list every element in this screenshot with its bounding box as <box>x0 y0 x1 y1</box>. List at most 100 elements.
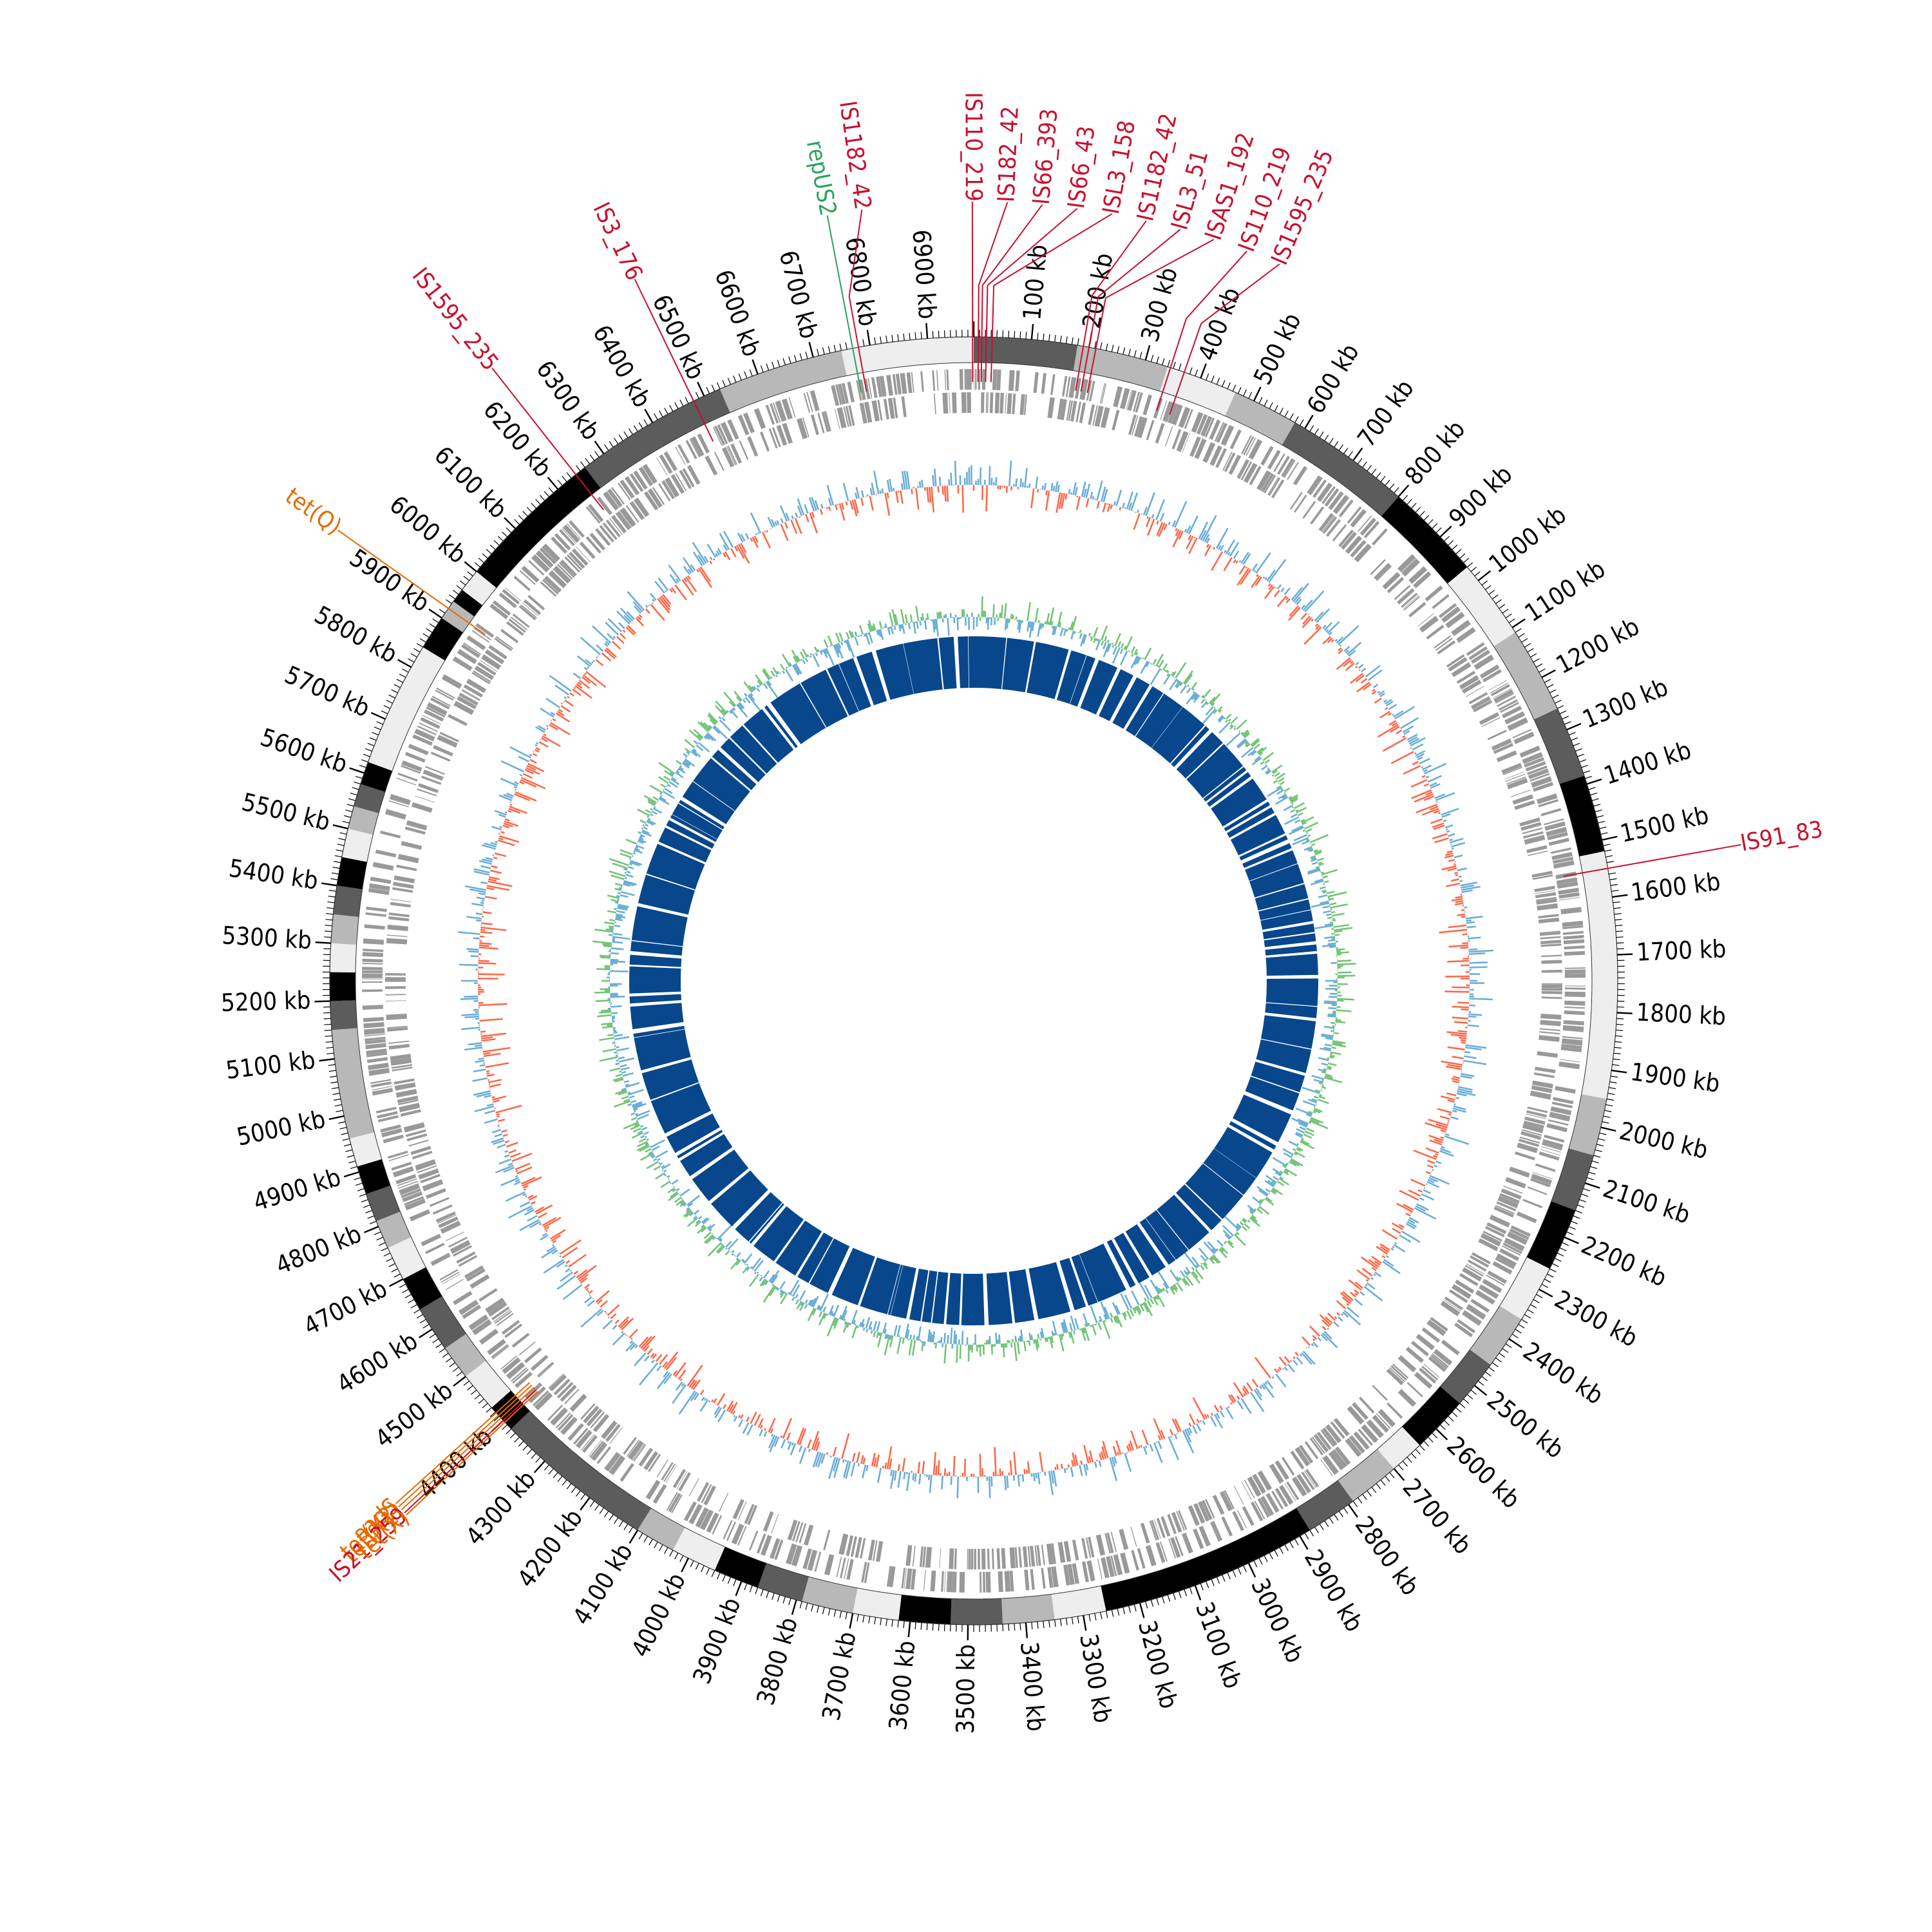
cds-block <box>1549 1112 1571 1122</box>
minor-tick <box>862 1615 865 1623</box>
minor-tick <box>1389 483 1395 489</box>
cds-block <box>566 554 583 571</box>
gc-skew-bar <box>1191 681 1198 690</box>
cds-block <box>871 377 878 398</box>
cds-block <box>920 371 924 392</box>
cds-block <box>810 414 819 435</box>
gc-skew-bar <box>1318 1095 1326 1100</box>
gc-skew-bar <box>719 1238 723 1242</box>
cds-block <box>1374 563 1391 580</box>
cds-block <box>1009 1547 1016 1569</box>
gc-skew-bar <box>779 663 786 671</box>
gc-skew-bar <box>612 1077 623 1081</box>
gc-skew-bar <box>614 918 623 922</box>
gc-skew-bar <box>873 1321 878 1331</box>
minor-tick <box>690 1560 694 1567</box>
cds-block <box>433 745 453 757</box>
gc-content-bar <box>1450 842 1466 848</box>
cds-block <box>381 1128 402 1138</box>
gc-content-bar <box>1312 1334 1318 1340</box>
blast-hit-block <box>672 803 723 839</box>
contig-segment <box>1225 392 1295 445</box>
gc-skew-bar <box>872 623 876 631</box>
gc-content-bar <box>1348 1279 1362 1291</box>
feature-marker <box>1086 298 1106 393</box>
blast-hit-block <box>1157 1195 1209 1250</box>
gc-skew-bar <box>1264 1180 1274 1188</box>
cds-block <box>980 1571 982 1593</box>
gc-content-bar <box>838 503 846 521</box>
gc-content-bar <box>587 666 590 669</box>
blast-hit-block <box>1099 669 1133 721</box>
gc-skew-bar <box>1324 1077 1343 1084</box>
gc-content-bar <box>629 1329 638 1339</box>
cds-block <box>1540 940 1562 945</box>
cds-block <box>1311 1436 1325 1454</box>
minor-tick <box>372 732 379 735</box>
cds-block <box>1366 1419 1384 1439</box>
cds-block <box>603 491 620 511</box>
major-tick <box>428 608 442 619</box>
gc-content-bar <box>1426 1164 1434 1169</box>
gc-skew-bar <box>1274 796 1289 805</box>
gc-content-bar <box>1057 484 1060 493</box>
cds-block <box>932 370 936 392</box>
gc-skew-bar <box>635 846 639 849</box>
gc-skew-bar <box>833 1318 839 1329</box>
gc-content-bar <box>556 710 565 717</box>
gc-skew-bar <box>770 670 775 677</box>
gc-content-bar <box>1146 518 1155 536</box>
cds-block <box>1536 898 1557 905</box>
cds-block <box>591 1442 608 1461</box>
cds-block <box>1466 1303 1486 1320</box>
cds-block <box>1241 1481 1252 1501</box>
minor-tick <box>623 431 629 438</box>
gc-skew-bar <box>920 617 923 621</box>
cds-block <box>422 715 442 725</box>
gc-content-bar <box>1048 1470 1054 1495</box>
gc-skew-bar <box>636 1141 648 1148</box>
cds-block <box>1193 1528 1204 1549</box>
minor-tick <box>1616 931 1624 933</box>
minor-tick <box>1505 1343 1512 1349</box>
gc-content-bar <box>1415 750 1426 757</box>
gc-skew-bar <box>618 1056 625 1060</box>
gc-content-bar <box>1403 1204 1414 1211</box>
gc-content-bar <box>1322 625 1327 630</box>
gc-content-bar <box>556 1260 565 1268</box>
cds-block <box>1059 399 1067 421</box>
gc-skew-bar <box>609 927 614 930</box>
cds-block <box>512 613 530 629</box>
gc-skew-bar <box>1014 1342 1018 1361</box>
cds-block <box>1507 717 1528 731</box>
cds-block <box>457 649 477 665</box>
cds-block <box>1397 588 1415 605</box>
gc-skew-bar <box>1242 1218 1246 1224</box>
gc-skew-bar <box>1000 605 1003 618</box>
blast-hit-block <box>903 638 943 694</box>
gc-skew-bar <box>612 936 630 940</box>
cds-block <box>1171 404 1183 426</box>
cds-block <box>1541 984 1562 989</box>
minor-tick <box>782 358 786 365</box>
minor-tick <box>324 1023 332 1025</box>
gc-skew-bar <box>647 819 656 825</box>
gc-content-bar <box>616 610 630 625</box>
gc-content-bar <box>1358 663 1364 669</box>
gc-skew-bar <box>1010 613 1013 620</box>
gc-skew-bar <box>713 725 728 739</box>
feature-marker <box>462 1387 535 1454</box>
gc-content-bar <box>1060 1463 1063 1469</box>
minor-tick <box>580 461 585 468</box>
gc-skew-bar <box>1249 1217 1260 1227</box>
gc-skew-bar <box>1204 1262 1208 1266</box>
gc-content-bar <box>1217 545 1222 550</box>
gc-skew-bar <box>1295 1132 1303 1137</box>
gc-content-bar <box>560 702 563 705</box>
feature-label: IS1595_235 <box>407 263 504 375</box>
gc-skew-bar <box>1057 611 1063 627</box>
cds-block <box>981 1548 986 1569</box>
gc-skew-bar <box>668 781 678 788</box>
gc-content-bar <box>515 1162 531 1171</box>
gc-skew-bar <box>851 1325 858 1339</box>
